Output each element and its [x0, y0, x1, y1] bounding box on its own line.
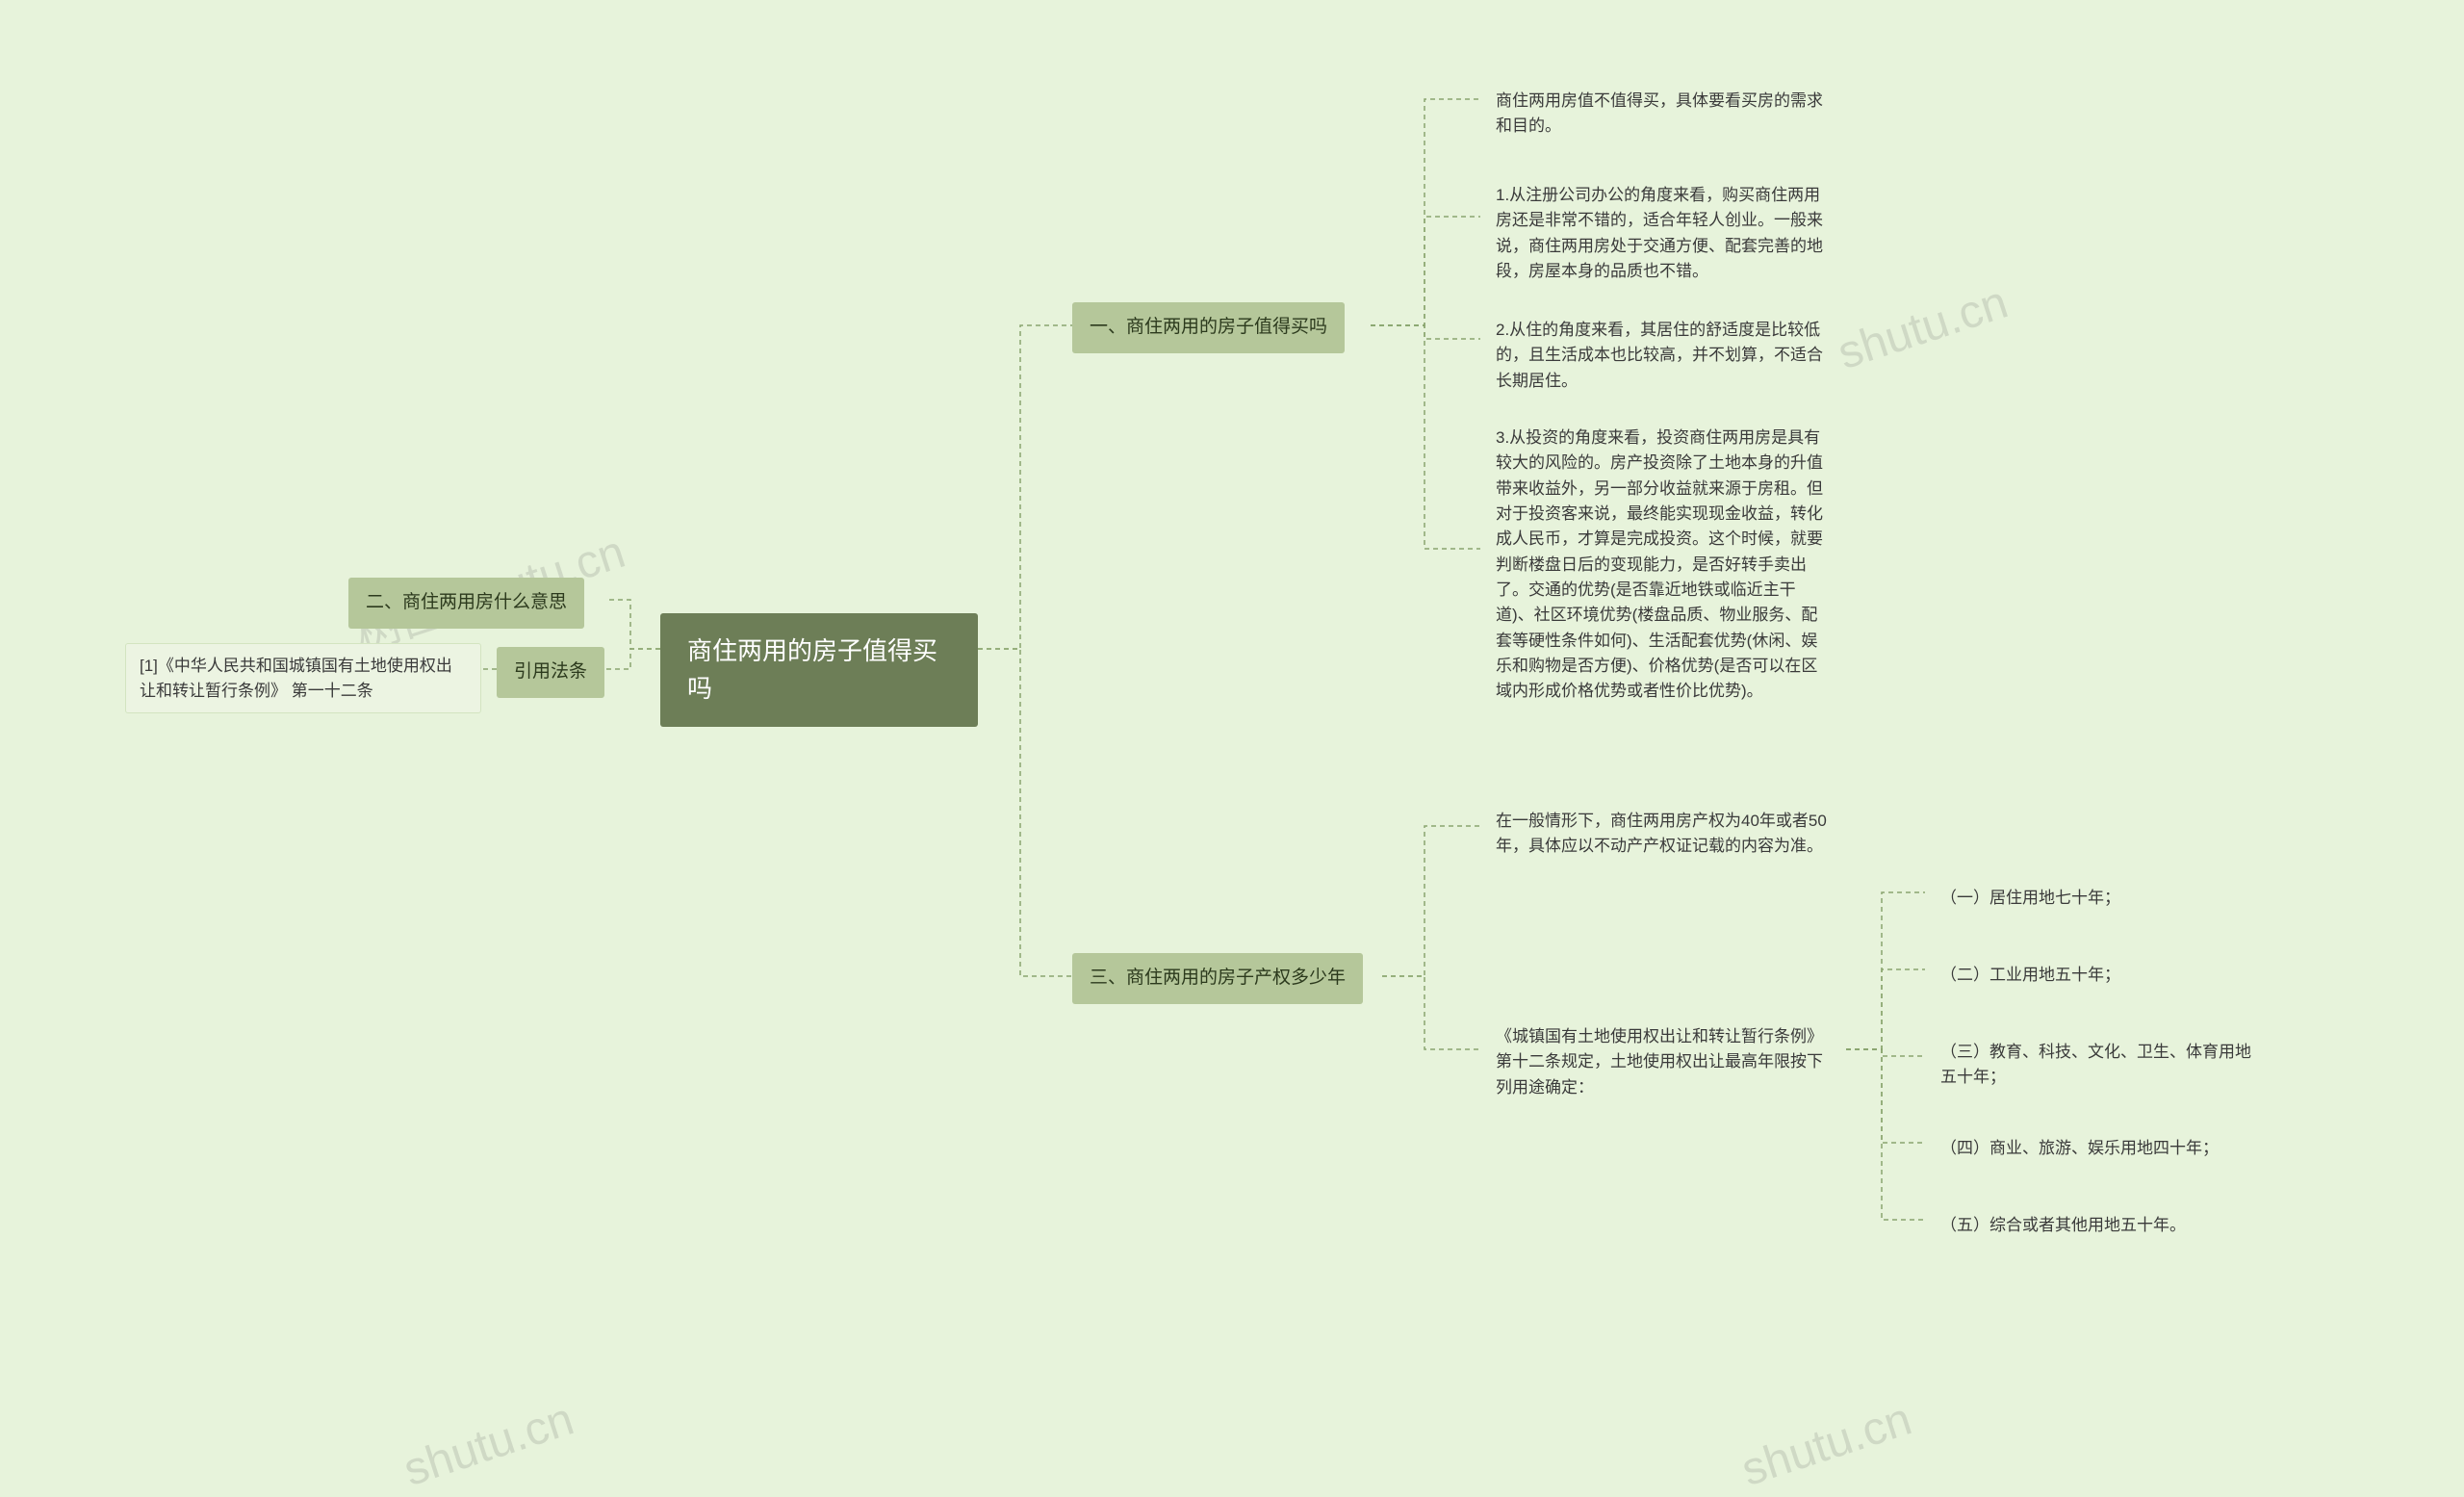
- leaf-commercial-40: （四）商业、旅游、娱乐用地四十年；: [1925, 1126, 2272, 1171]
- leaf-industrial-50: （二）工业用地五十年；: [1925, 953, 2272, 997]
- mindmap-root[interactable]: 商住两用的房子值得买吗: [660, 613, 978, 727]
- leaf-investment-perspective: 3.从投资的角度来看，投资商住两用房是具有较大的风险的。房产投资除了土地本身的升…: [1480, 416, 1846, 714]
- branch-cited-law[interactable]: 引用法条: [497, 647, 604, 698]
- watermark: shutu.cn: [398, 1393, 580, 1497]
- watermark: shutu.cn: [1735, 1393, 1918, 1497]
- branch-left-meaning[interactable]: 二、商住两用房什么意思: [348, 578, 584, 629]
- leaf-worth-summary: 商住两用房值不值得买，具体要看买房的需求和目的。: [1480, 79, 1846, 149]
- leaf-residential-70: （一）居住用地七十年；: [1925, 876, 2272, 920]
- leaf-education-50: （三）教育、科技、文化、卫生、体育用地五十年；: [1925, 1030, 2272, 1100]
- watermark: shutu.cn: [1832, 276, 2015, 380]
- branch-property-years[interactable]: 三、商住两用的房子产权多少年: [1072, 953, 1363, 1004]
- leaf-law-citation[interactable]: [1]《中华人民共和国城镇国有土地使用权出让和转让暂行条例》 第一十二条: [125, 643, 481, 713]
- leaf-other-50: （五）综合或者其他用地五十年。: [1925, 1203, 2272, 1248]
- leaf-living-perspective: 2.从住的角度来看，其居住的舒适度是比较低的，且生活成本也比较高，并不划算，不适…: [1480, 308, 1846, 403]
- leaf-register-company: 1.从注册公司办公的角度来看，购买商住两用房还是非常不错的，适合年轻人创业。一般…: [1480, 173, 1846, 294]
- leaf-regulation-intro: 《城镇国有土地使用权出让和转让暂行条例》第十二条规定，土地使用权出让最高年限按下…: [1480, 1015, 1846, 1110]
- leaf-years-general: 在一般情形下，商住两用房产权为40年或者50年，具体应以不动产产权证记载的内容为…: [1480, 799, 1846, 869]
- branch-worth-buying[interactable]: 一、商住两用的房子值得买吗: [1072, 302, 1345, 353]
